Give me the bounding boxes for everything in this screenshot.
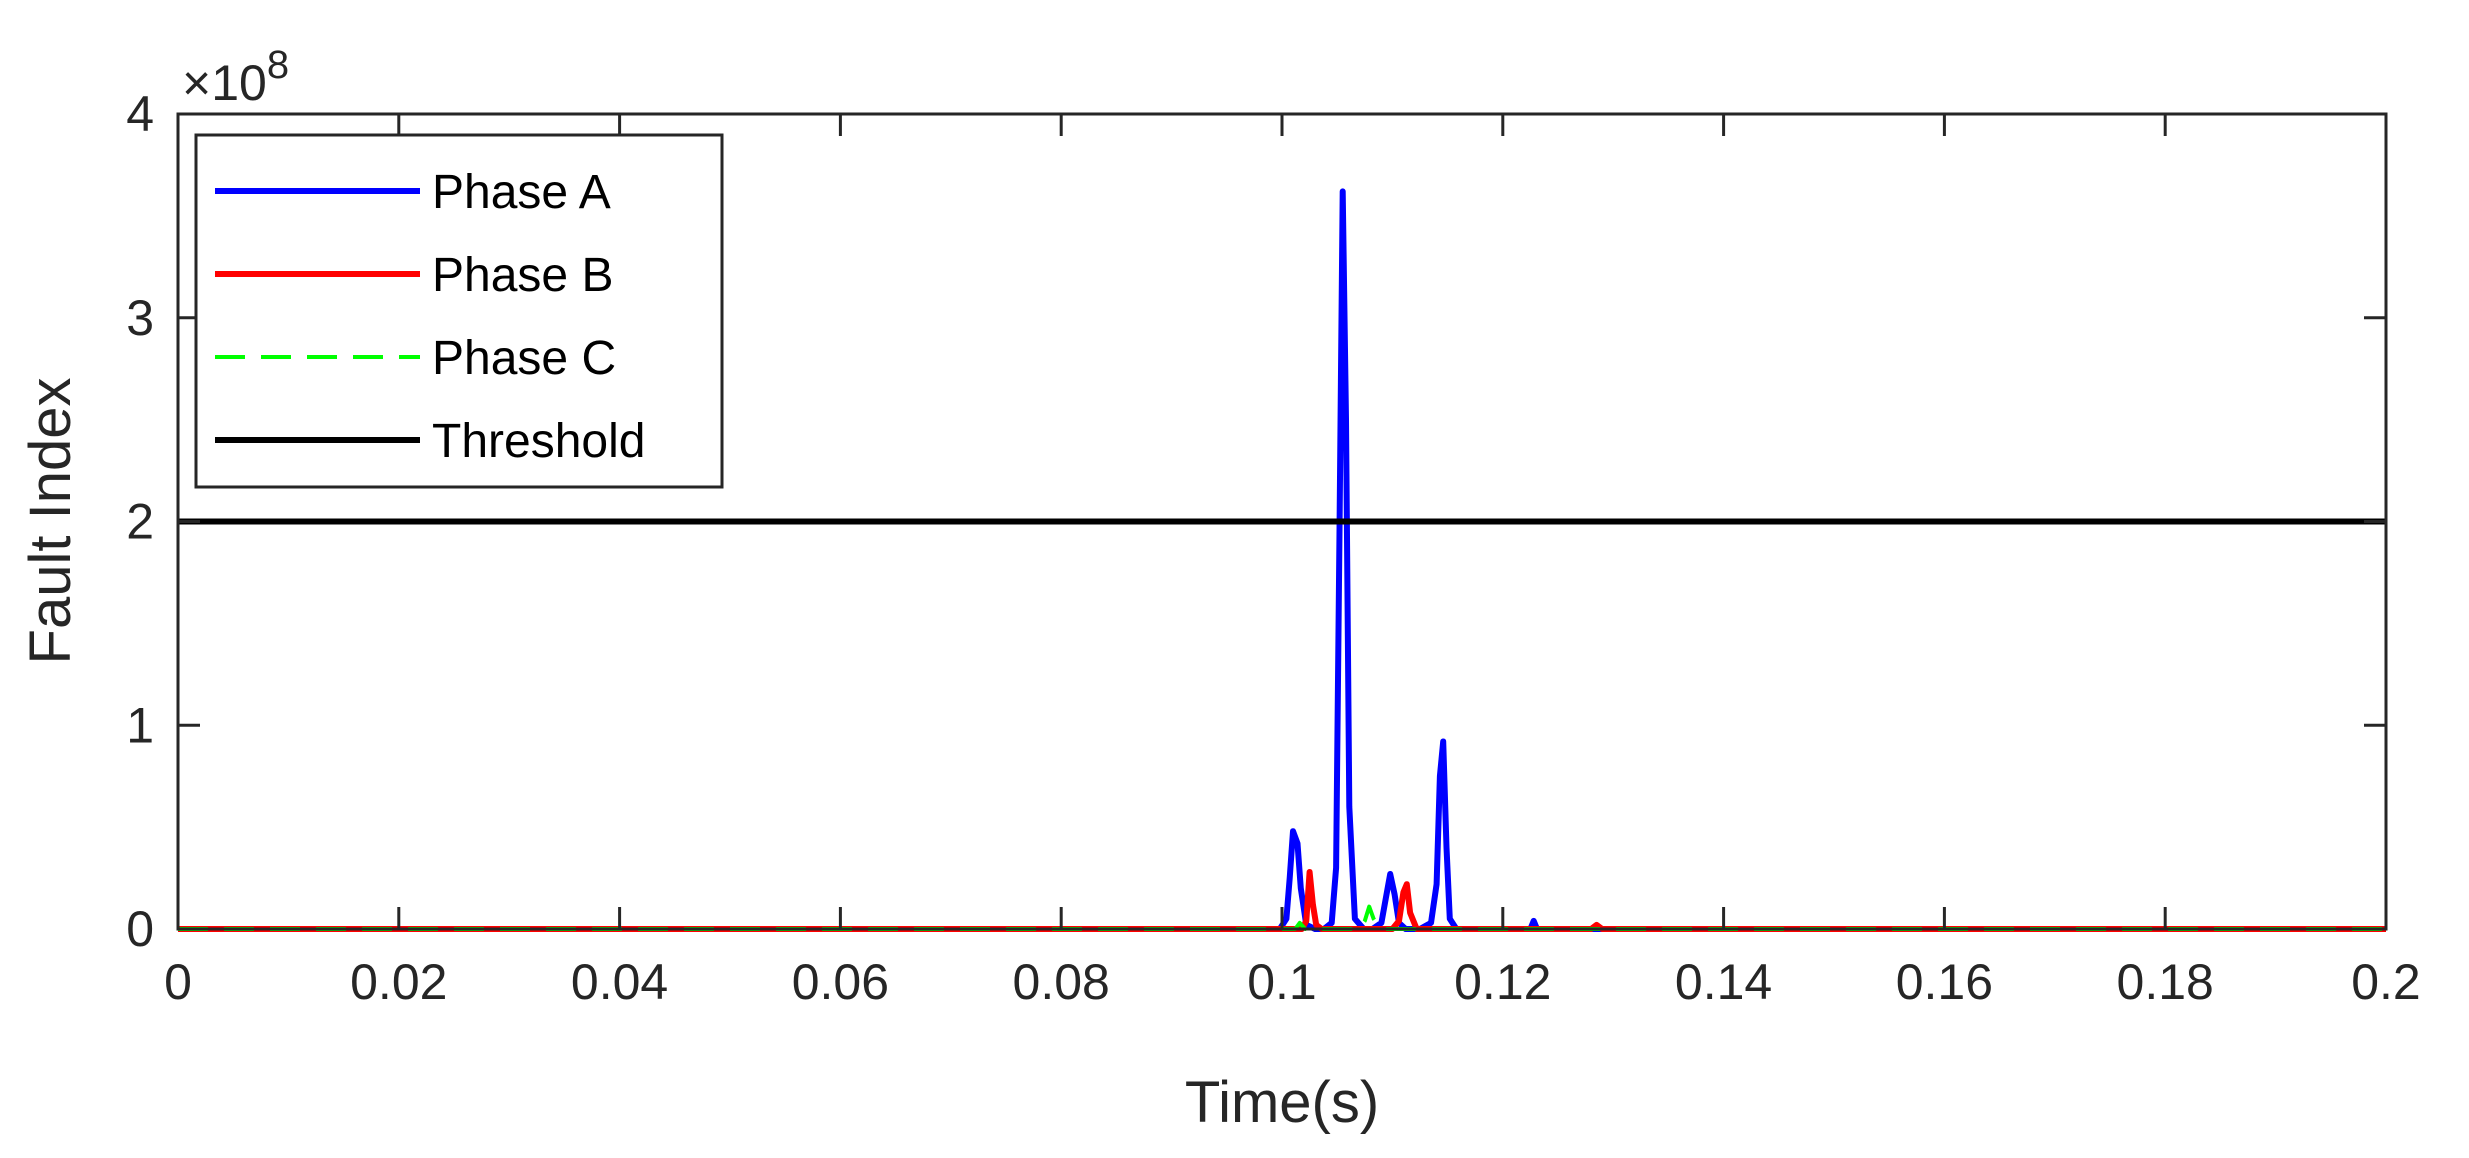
legend: Phase A Phase B Phase C Threshold bbox=[194, 133, 724, 489]
x-tick-label: 0.2 bbox=[2351, 954, 2421, 1010]
x-axis-label: Time(s) bbox=[1185, 1070, 1379, 1135]
series-line-phase-c bbox=[178, 904, 2386, 931]
legend-label-threshold: Threshold bbox=[432, 415, 645, 468]
y-tick-label: 1 bbox=[126, 697, 154, 753]
x-tick-label: 0.06 bbox=[792, 954, 889, 1010]
x-tick-label: 0.08 bbox=[1013, 954, 1110, 1010]
x-tick-labels: 0 0.02 0.04 0.06 0.08 0.1 0.12 0.14 0.16 0.18 0.2 bbox=[164, 954, 2421, 1010]
legend-label-phase-b: Phase B bbox=[432, 249, 613, 302]
x-tick-label: 0.04 bbox=[571, 954, 668, 1010]
legend-label-phase-a: Phase A bbox=[432, 166, 611, 219]
x-tick-label: 0.1 bbox=[1247, 954, 1317, 1010]
y-tick-labels: 0 1 2 3 4 bbox=[126, 86, 154, 957]
y-exponent-power: 8 bbox=[267, 43, 289, 87]
y-tick-label: 0 bbox=[126, 901, 154, 957]
y-tick-label: 4 bbox=[126, 86, 154, 142]
x-tick-label: 0.14 bbox=[1675, 954, 1772, 1010]
y-tick-label: 3 bbox=[126, 290, 154, 346]
y-exponent-base: ×10 bbox=[182, 55, 267, 111]
y-tick-label: 2 bbox=[126, 494, 154, 550]
x-tick-label: 0.02 bbox=[350, 954, 447, 1010]
x-tick-label: 0 bbox=[164, 954, 192, 1010]
legend-label-phase-c: Phase C bbox=[432, 332, 616, 385]
ticks-layer bbox=[176, 112, 2388, 931]
y-exponent-label: ×108 bbox=[182, 43, 289, 111]
x-tick-label: 0.16 bbox=[1896, 954, 1993, 1010]
x-tick-label: 0.12 bbox=[1454, 954, 1551, 1010]
x-tick-label: 0.18 bbox=[2117, 954, 2214, 1010]
y-axis-label: Fault Index bbox=[18, 378, 83, 665]
